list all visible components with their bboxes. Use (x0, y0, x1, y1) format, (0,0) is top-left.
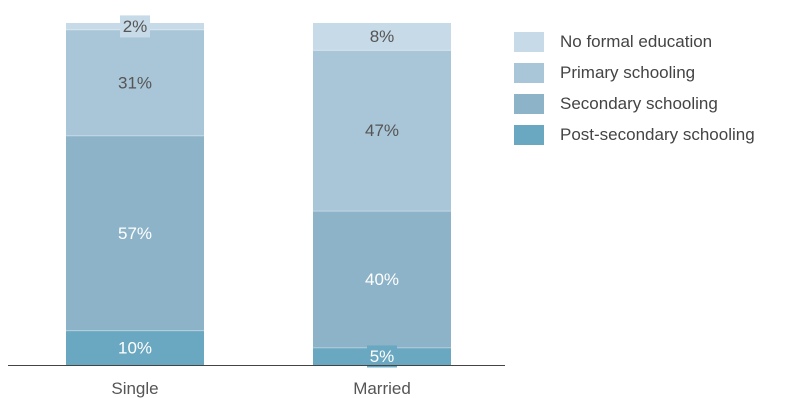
legend-swatch (514, 63, 544, 83)
legend-label: Post-secondary schooling (560, 125, 755, 144)
bar-segment (313, 211, 451, 348)
data-label: 5% (370, 347, 395, 366)
bar-segment (66, 135, 204, 331)
data-label: 57% (118, 224, 152, 243)
data-label: 31% (118, 73, 152, 92)
legend-label: Primary schooling (560, 63, 696, 82)
legend: No formal education Primary schooling Se… (514, 32, 755, 156)
legend-item: Post-secondary schooling (514, 125, 755, 145)
legend-item: No formal education (514, 32, 755, 52)
bar-segment (66, 29, 204, 136)
data-label: 40% (365, 270, 399, 289)
legend-swatch (514, 94, 544, 114)
data-label: 2% (123, 17, 148, 36)
bar-segment (66, 330, 204, 365)
data-label-background (120, 15, 150, 38)
bar-segment (313, 50, 451, 212)
legend-item: Primary schooling (514, 63, 755, 83)
legend-item: Secondary schooling (514, 94, 755, 114)
category-label: Married (353, 379, 411, 398)
data-label-background (367, 345, 397, 368)
data-label: 47% (365, 121, 399, 140)
data-label: 8% (370, 27, 395, 46)
legend-label: No formal education (560, 32, 713, 51)
data-label: 10% (118, 338, 152, 357)
category-label: Single (111, 379, 158, 398)
legend-swatch (514, 125, 544, 145)
legend-swatch (514, 32, 544, 52)
legend-label: Secondary schooling (560, 94, 718, 113)
bar-segment (313, 23, 451, 51)
